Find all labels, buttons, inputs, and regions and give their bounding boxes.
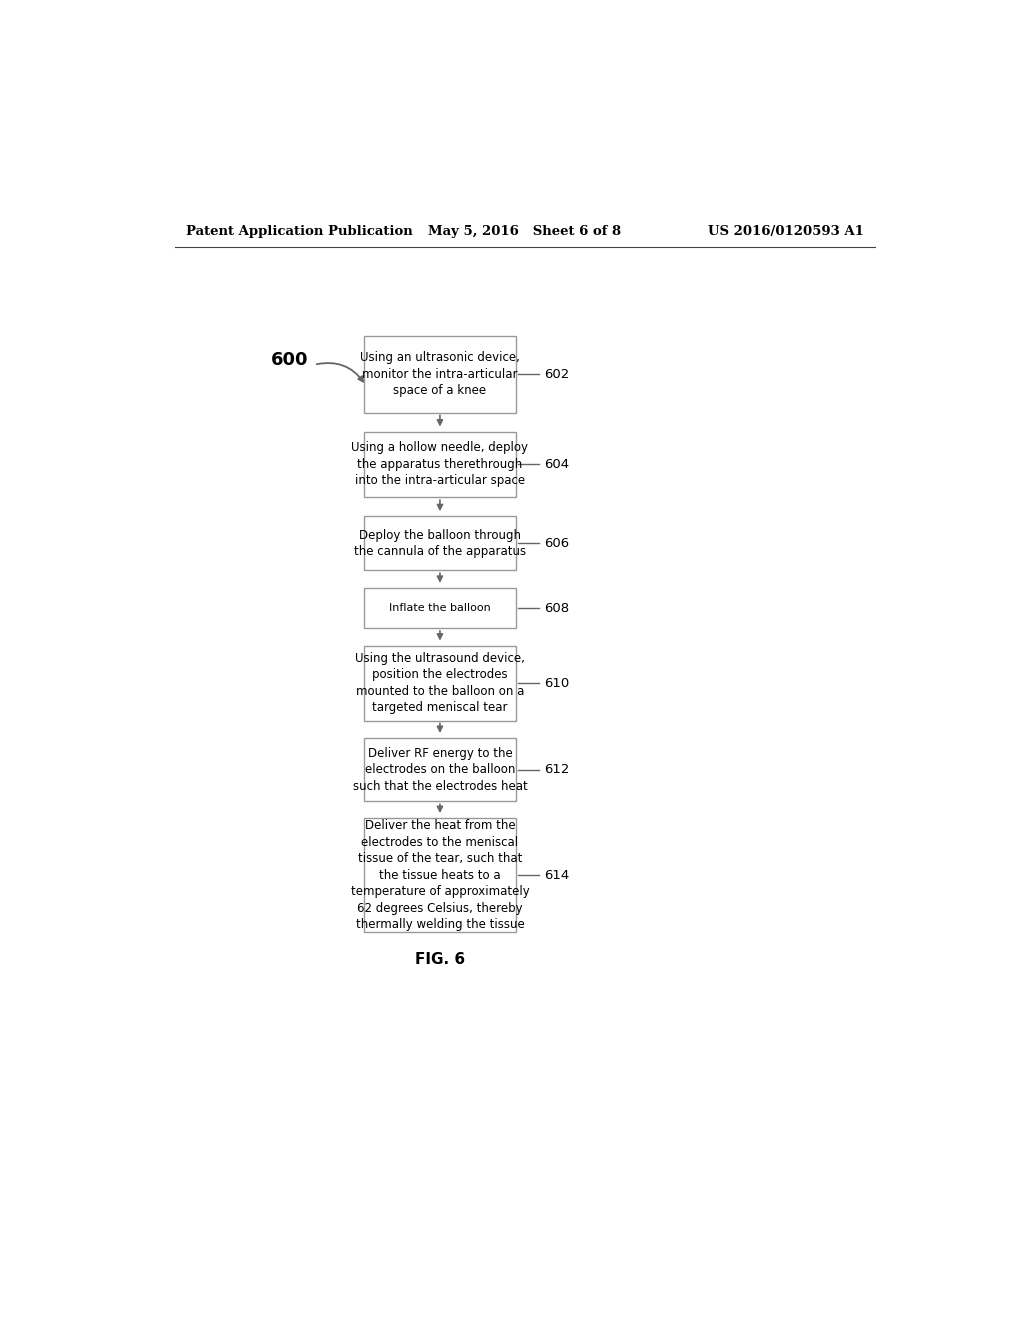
- Text: 614: 614: [544, 869, 569, 882]
- Text: 610: 610: [544, 677, 569, 689]
- Text: 612: 612: [544, 763, 569, 776]
- Text: Deploy the balloon through
the cannula of the apparatus: Deploy the balloon through the cannula o…: [354, 528, 526, 558]
- Text: US 2016/0120593 A1: US 2016/0120593 A1: [709, 224, 864, 238]
- Bar: [365, 645, 515, 721]
- Bar: [365, 516, 515, 570]
- Text: Using the ultrasound device,
position the electrodes
mounted to the balloon on a: Using the ultrasound device, position th…: [355, 652, 525, 714]
- Text: Using an ultrasonic device,
monitor the intra-articular
space of a knee: Using an ultrasonic device, monitor the …: [360, 351, 520, 397]
- Text: 606: 606: [544, 537, 569, 550]
- Text: Patent Application Publication: Patent Application Publication: [186, 224, 413, 238]
- Text: 604: 604: [544, 458, 569, 471]
- Text: 600: 600: [271, 351, 309, 370]
- Text: Inflate the balloon: Inflate the balloon: [389, 603, 490, 612]
- Text: 608: 608: [544, 602, 569, 615]
- Bar: [365, 738, 515, 801]
- Bar: [365, 432, 515, 498]
- Bar: [365, 589, 515, 628]
- Text: 602: 602: [544, 367, 569, 380]
- Text: May 5, 2016   Sheet 6 of 8: May 5, 2016 Sheet 6 of 8: [428, 224, 622, 238]
- Text: Using a hollow needle, deploy
the apparatus therethrough
into the intra-articula: Using a hollow needle, deploy the appara…: [351, 441, 528, 487]
- Bar: [365, 335, 515, 413]
- Text: FIG. 6: FIG. 6: [415, 952, 465, 966]
- Text: Deliver the heat from the
electrodes to the meniscal
tissue of the tear, such th: Deliver the heat from the electrodes to …: [350, 820, 529, 932]
- Text: Deliver RF energy to the
electrodes on the balloon
such that the electrodes heat: Deliver RF energy to the electrodes on t…: [352, 747, 527, 793]
- Bar: [365, 818, 515, 932]
